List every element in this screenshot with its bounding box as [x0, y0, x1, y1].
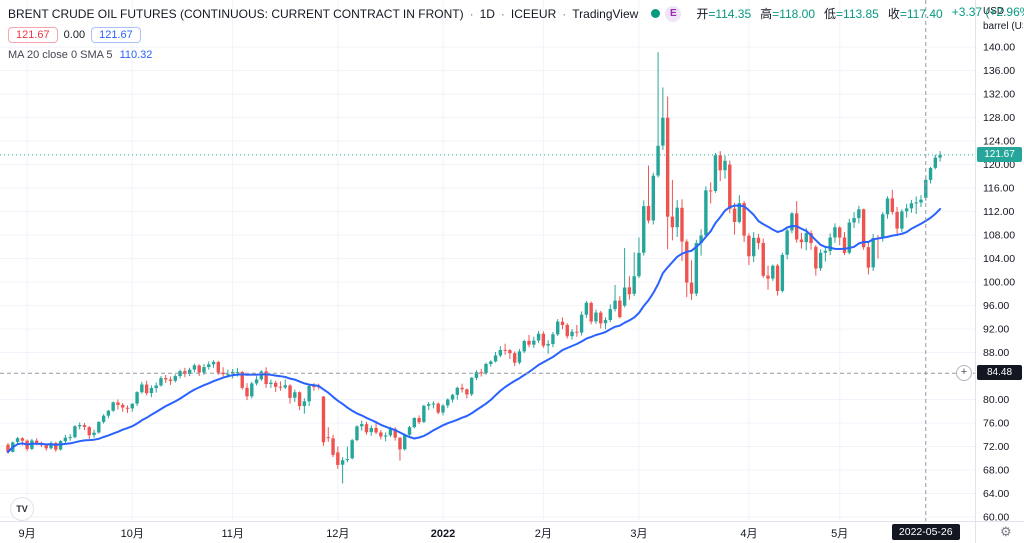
exchange-label[interactable]: ICEEUR — [510, 6, 557, 21]
unit-measure: barrel (US — [983, 21, 1023, 32]
time-axis-label: 2月 — [535, 528, 552, 540]
close-value: 117.40 — [906, 7, 943, 21]
ma-indicator-legend[interactable]: MA 20 close 0 SMA 5 110.32 — [8, 49, 1024, 61]
price-axis-label: 100.00 — [983, 277, 1015, 289]
price-axis-label: 92.00 — [983, 324, 1009, 336]
close-label: 收 — [887, 7, 900, 21]
eod-data-badge[interactable]: E — [665, 5, 682, 22]
add-alert-plus-button[interactable]: + — [956, 365, 972, 382]
symbol-title[interactable]: BRENT CRUDE OIL FUTURES (CONTINUOUS: CUR… — [8, 6, 464, 21]
time-axis-label: 12月 — [326, 528, 349, 540]
price-axis-label: 108.00 — [983, 230, 1015, 242]
time-axis-label: 5月 — [831, 528, 848, 540]
separator: · — [500, 6, 505, 21]
price-axis-label: 140.00 — [983, 42, 1015, 54]
time-axis-label: 9月 — [19, 528, 36, 540]
tradingview-logo[interactable]: TV — [10, 497, 34, 521]
open-label: 开 — [696, 7, 709, 21]
market-status-dot-icon[interactable] — [651, 9, 661, 18]
price-axis-label: 112.00 — [983, 206, 1014, 218]
spread-value: 0.00 — [63, 29, 86, 41]
ma-indicator-value: 110.32 — [119, 49, 153, 61]
time-axis-label: 11月 — [221, 528, 243, 540]
price-axis-label: 72.00 — [983, 441, 1009, 453]
price-axis-label: 128.00 — [983, 112, 1015, 124]
last-price-tag: 121.67 — [977, 147, 1022, 163]
high-label: 高 — [760, 7, 773, 21]
crosshair-price-tag: 84.48 — [977, 365, 1022, 381]
interval-label[interactable]: 1D — [479, 6, 495, 21]
time-axis-label: 3月 — [630, 528, 647, 540]
high-value: 118.00 — [779, 7, 815, 21]
unit-currency: USD — [983, 6, 1005, 17]
change-value: +3.37 (+2.96%) — [951, 5, 1024, 19]
ohlc-values: 开=114.35 高=118.00 低=113.85 收=117.40 +3.3… — [696, 5, 1024, 22]
brand-label[interactable]: TradingView — [572, 6, 639, 21]
price-axis-label: 80.00 — [983, 394, 1009, 406]
crosshair-date-tag: 2022-05-26 — [891, 524, 960, 540]
time-axis-label: 2022 — [431, 528, 455, 540]
price-axis-label: 76.00 — [983, 418, 1009, 430]
price-axis-label: 136.00 — [983, 65, 1015, 77]
price-axis-label: 132.00 — [983, 89, 1015, 101]
low-value: 113.85 — [843, 7, 879, 21]
low-label: 低 — [824, 7, 837, 21]
price-axis-label: 116.00 — [983, 183, 1014, 195]
price-axis-label: 96.00 — [983, 300, 1009, 312]
time-axis-label: 10月 — [121, 528, 144, 540]
ma-indicator-label: MA 20 close 0 SMA 5 — [8, 49, 113, 61]
price-axis-label: 120.00 — [983, 159, 1015, 171]
candles-series — [6, 52, 942, 484]
time-axis-label: 4月 — [740, 528, 757, 540]
price-axis-label: 68.00 — [983, 465, 1009, 477]
price-axis-label: 124.00 — [983, 136, 1015, 148]
price-axis-unit: USD barrel (US — [983, 4, 1023, 34]
price-axis-label: 104.00 — [983, 253, 1015, 265]
separator: · — [562, 6, 567, 21]
settings-gear-icon[interactable]: ⚙ — [1000, 524, 1012, 539]
ma-line — [7, 204, 942, 453]
symbol-legend-row: BRENT CRUDE OIL FUTURES (CONTINUOUS: CUR… — [8, 5, 1024, 22]
price-axis-label: 64.00 — [983, 488, 1009, 500]
trade-buttons-row: 121.67 0.00 121.67 — [8, 27, 1024, 43]
open-value: 114.35 — [715, 7, 752, 21]
price-axis-label: 60.00 — [983, 512, 1009, 524]
separator: · — [469, 6, 474, 21]
price-axis-label: 88.00 — [983, 347, 1009, 359]
chart-legend: BRENT CRUDE OIL FUTURES (CONTINUOUS: CUR… — [8, 5, 1024, 61]
buy-price-button[interactable]: 121.67 — [91, 27, 141, 43]
sell-price-button[interactable]: 121.67 — [8, 27, 58, 43]
